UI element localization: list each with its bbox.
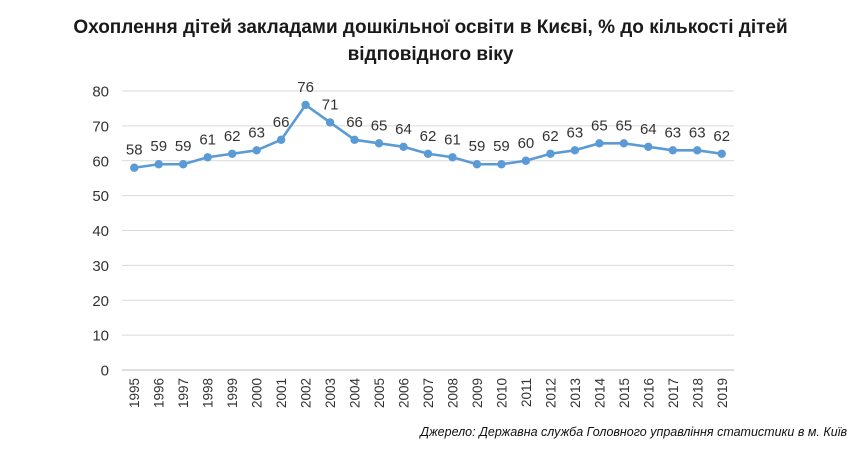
data-label: 66 bbox=[346, 114, 363, 131]
x-tick-label: 1997 bbox=[176, 378, 191, 408]
data-label: 60 bbox=[518, 135, 535, 152]
data-point bbox=[399, 142, 408, 151]
x-tick-label: 2011 bbox=[519, 378, 534, 407]
chart-title-line-2: відповідного віку bbox=[347, 44, 514, 65]
x-tick-label: 2018 bbox=[690, 378, 705, 408]
x-tick-label: 2004 bbox=[348, 378, 363, 409]
x-tick-label: 2012 bbox=[543, 378, 558, 408]
data-point bbox=[472, 160, 482, 169]
data-point bbox=[203, 153, 212, 162]
data-point bbox=[301, 100, 310, 110]
x-tick-label: 2016 bbox=[641, 378, 656, 408]
chart-title: Охоплення дітей закладами дошкільної осв… bbox=[0, 14, 861, 68]
data-point bbox=[423, 149, 433, 158]
x-tick-label: 2007 bbox=[421, 378, 436, 408]
data-point bbox=[325, 118, 335, 127]
y-tick-label: 70 bbox=[92, 118, 109, 135]
data-label: 59 bbox=[175, 138, 192, 155]
data-point bbox=[252, 146, 261, 155]
data-point bbox=[595, 139, 604, 148]
data-point bbox=[497, 160, 506, 169]
y-axis-ticks: 0 10 20 30 40 50 60 70 80 bbox=[92, 84, 109, 380]
data-label: 63 bbox=[567, 124, 584, 141]
data-labels: 58 59 59 61 62 63 66 76 71 66 65 64 62 61 59 59 60 62 63 65… bbox=[126, 79, 730, 159]
y-tick-label: 30 bbox=[92, 258, 109, 275]
y-tick-label: 40 bbox=[92, 223, 109, 240]
data-label: 65 bbox=[591, 117, 608, 134]
data-label: 62 bbox=[420, 128, 437, 145]
data-label: 63 bbox=[689, 124, 706, 141]
data-point bbox=[546, 149, 555, 158]
data-label: 59 bbox=[493, 138, 510, 155]
x-tick-label: 2014 bbox=[592, 378, 607, 409]
y-tick-label: 20 bbox=[92, 293, 109, 310]
x-tick-label: 2019 bbox=[715, 378, 730, 408]
data-label: 61 bbox=[444, 131, 461, 148]
data-point bbox=[521, 156, 531, 165]
data-label: 63 bbox=[664, 124, 681, 141]
data-point bbox=[693, 146, 702, 155]
data-points bbox=[130, 100, 726, 172]
x-tick-label: 1998 bbox=[201, 378, 216, 408]
x-tick-label: 2013 bbox=[568, 378, 583, 408]
data-point bbox=[619, 139, 629, 148]
data-label: 64 bbox=[395, 121, 412, 138]
x-tick-label: 2009 bbox=[470, 378, 485, 408]
x-tick-label: 2015 bbox=[617, 378, 632, 408]
x-tick-label: 2000 bbox=[250, 378, 265, 408]
y-tick-label: 50 bbox=[92, 188, 109, 205]
x-tick-label: 2010 bbox=[494, 378, 509, 408]
data-label: 62 bbox=[713, 128, 730, 145]
y-tick-label: 10 bbox=[92, 328, 109, 345]
data-label: 71 bbox=[322, 96, 339, 113]
chart-title-line-1: Охоплення дітей закладами дошкільної осв… bbox=[73, 17, 788, 38]
data-point bbox=[276, 135, 286, 145]
data-label: 65 bbox=[615, 117, 632, 134]
data-label: 76 bbox=[297, 79, 314, 96]
data-label: 65 bbox=[371, 117, 388, 134]
data-label: 61 bbox=[199, 131, 216, 148]
x-tick-label: 2005 bbox=[372, 378, 387, 408]
data-label: 59 bbox=[469, 138, 486, 155]
data-point bbox=[227, 149, 237, 158]
source-note: Джерело: Державна служба Головного управ… bbox=[420, 425, 847, 439]
data-point bbox=[130, 163, 139, 172]
data-label: 58 bbox=[126, 142, 143, 159]
y-tick-label: 0 bbox=[101, 363, 109, 380]
x-tick-label: 2001 bbox=[274, 378, 289, 408]
data-point bbox=[179, 160, 188, 169]
data-point bbox=[154, 160, 163, 169]
data-label: 62 bbox=[542, 128, 559, 145]
y-tick-label: 80 bbox=[92, 84, 109, 101]
x-tick-label: 2003 bbox=[323, 378, 338, 408]
y-tick-label: 60 bbox=[92, 153, 109, 170]
data-point bbox=[350, 135, 359, 145]
data-point bbox=[570, 146, 580, 155]
data-label: 66 bbox=[273, 114, 290, 131]
data-label: 59 bbox=[150, 138, 167, 155]
data-point bbox=[448, 153, 457, 162]
x-tick-label: 1996 bbox=[152, 378, 167, 408]
x-tick-label: 2006 bbox=[397, 378, 412, 408]
x-tick-label: 2002 bbox=[299, 378, 314, 408]
x-tick-label: 2017 bbox=[666, 378, 681, 408]
data-point bbox=[717, 149, 726, 158]
data-label: 62 bbox=[224, 128, 241, 145]
x-tick-label: 1999 bbox=[225, 378, 240, 408]
data-point bbox=[374, 139, 384, 148]
x-axis-ticks: 1995 1996 1997 1998 1999 2000 2001 2002 2003 2004… bbox=[127, 378, 730, 409]
data-point bbox=[644, 142, 653, 151]
gridlines bbox=[122, 90, 734, 371]
x-tick-label: 2008 bbox=[445, 378, 460, 408]
x-tick-label: 1995 bbox=[127, 378, 142, 408]
data-point bbox=[668, 146, 677, 155]
data-label: 63 bbox=[248, 124, 265, 141]
data-label: 64 bbox=[640, 121, 657, 138]
